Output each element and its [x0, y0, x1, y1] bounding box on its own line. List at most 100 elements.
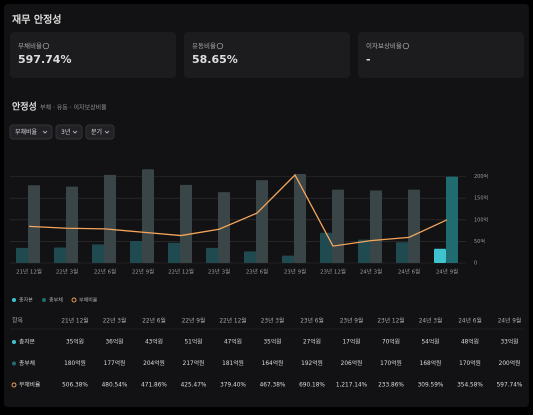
y-tick-label: 50억	[474, 238, 485, 245]
table-header: 23년 12월	[377, 317, 404, 325]
x-tick-label: 23년 3월	[208, 268, 230, 276]
dropdown[interactable]	[85, 124, 115, 140]
table-cell: 47억원	[224, 338, 242, 346]
table-cell: 354.58%	[457, 383, 483, 389]
line	[28, 173, 448, 247]
table-cell: 54억원	[421, 338, 439, 346]
table-cell: 181억원	[222, 359, 244, 367]
y-tick-label: 150억	[474, 195, 488, 202]
section-title: 안정성	[12, 101, 37, 113]
bar	[408, 189, 420, 263]
x-tick-label: 23년 12월	[320, 268, 346, 276]
bar	[168, 242, 180, 263]
section-subtitle: 부채 · 유동 · 이자보상비율	[40, 104, 107, 112]
card-label: 부채비율	[18, 41, 42, 50]
table-cell: 70억원	[382, 338, 400, 346]
bar	[142, 169, 154, 263]
x-tick-label: 23년 6월	[246, 268, 268, 276]
bar	[446, 176, 458, 263]
table-cell: 204억원	[143, 359, 165, 367]
y-tick-label: 200억	[474, 173, 488, 180]
card-label: 유동비율	[192, 41, 216, 50]
info-icon	[402, 42, 410, 50]
y-tick-label: 0	[474, 261, 477, 267]
table-cell: 467.38%	[260, 383, 286, 389]
table-cell: 233.86%	[378, 383, 404, 389]
bar	[104, 174, 116, 263]
table-cell: 170억원	[380, 359, 402, 367]
bar	[434, 248, 446, 263]
table-cell: 48억원	[461, 338, 479, 346]
card	[184, 32, 350, 78]
table-header: 24년 6월	[458, 317, 482, 325]
table-header: 24년 9월	[498, 317, 522, 325]
table-header: 21년 12월	[61, 317, 88, 325]
bar	[92, 244, 104, 263]
bar	[180, 184, 192, 263]
bar	[16, 247, 28, 263]
x-tick-label: 22년 3월	[56, 268, 78, 276]
page-title: 재무 안정성	[12, 13, 61, 26]
table-cell: 506.38%	[62, 383, 88, 389]
table-cell: 168억원	[420, 359, 442, 367]
card-label: 이자보상비율	[366, 41, 402, 50]
card-value: 597.74%	[18, 53, 71, 66]
table-cell: 1,217.14%	[336, 383, 368, 389]
bar	[320, 232, 332, 263]
table-cell: 35억원	[263, 338, 281, 346]
card-value: -	[366, 53, 371, 66]
table-cell: 597.74%	[497, 383, 523, 389]
bar	[370, 190, 382, 263]
table-cell: 164억원	[262, 359, 284, 367]
info-icon	[216, 42, 224, 50]
table-cell: 309.59%	[418, 383, 444, 389]
bar	[66, 186, 78, 263]
dropdown-label[interactable]: 분기	[91, 128, 102, 136]
row-dot	[12, 361, 16, 366]
table-cell: 33억원	[500, 338, 518, 346]
card	[10, 32, 176, 78]
bar	[332, 189, 344, 263]
x-tick-label: 24년 6월	[398, 268, 420, 276]
table-cell: 471.86%	[141, 383, 167, 389]
legend-swatch	[71, 297, 77, 303]
legend-swatch	[42, 298, 46, 302]
row-dot	[11, 382, 17, 388]
table-cell: 170억원	[459, 359, 481, 367]
table-header: 23년 9월	[340, 317, 364, 325]
dropdown[interactable]	[55, 124, 83, 140]
table-header: 항목	[12, 317, 24, 325]
x-tick-label: 23년 9월	[284, 268, 306, 276]
table-cell: 425.47%	[181, 383, 207, 389]
table-cell: 17억원	[342, 338, 360, 346]
x-tick-label: 24년 3월	[360, 268, 382, 276]
row-label: 부채비율	[19, 381, 41, 389]
bar	[396, 242, 408, 263]
chevron	[42, 130, 48, 134]
legend-swatch	[12, 298, 16, 302]
x-tick-label: 24년 9월	[436, 268, 458, 276]
table-cell: 480.54%	[102, 383, 128, 389]
table-cell: 35억원	[66, 338, 84, 346]
dropdown-label[interactable]: 부채비율	[15, 128, 38, 136]
x-tick-label: 22년 9월	[132, 268, 154, 276]
table-cell: 27억원	[303, 338, 321, 346]
bar	[206, 247, 218, 263]
table-cell: 177억원	[104, 359, 126, 367]
dropdown-label[interactable]: 3년	[61, 128, 70, 136]
table-header: 22년 12월	[219, 317, 246, 325]
dropdown[interactable]	[9, 124, 53, 140]
bar	[244, 251, 256, 263]
table-cell: 379.40%	[220, 383, 246, 389]
table-header: 22년 9월	[182, 317, 206, 325]
table-header: 23년 3월	[261, 317, 285, 325]
bar	[282, 255, 294, 263]
table-header: 22년 3월	[103, 317, 127, 325]
table-cell: 192억원	[301, 359, 323, 367]
bar	[358, 239, 370, 263]
table-header: 23년 6월	[300, 317, 324, 325]
chevron	[72, 130, 78, 134]
table-header: 22년 6월	[142, 317, 166, 325]
bar	[130, 240, 142, 263]
